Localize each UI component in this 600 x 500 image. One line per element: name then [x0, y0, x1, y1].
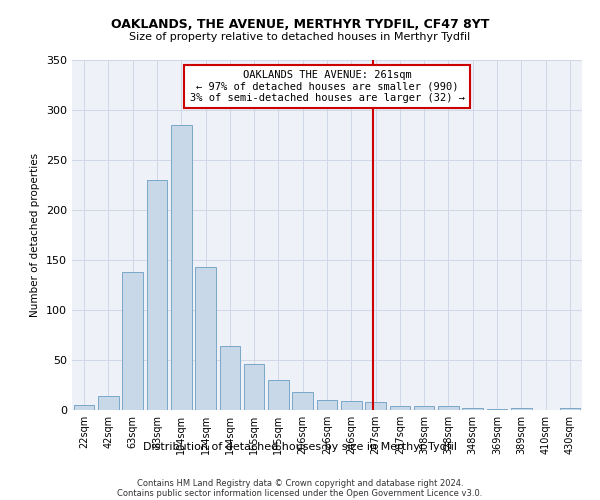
Bar: [463, 408, 483, 410]
Bar: [220, 346, 240, 410]
Y-axis label: Number of detached properties: Number of detached properties: [31, 153, 40, 317]
Text: Contains HM Land Registry data © Crown copyright and database right 2024.: Contains HM Land Registry data © Crown c…: [137, 478, 463, 488]
Bar: [292, 392, 313, 410]
Bar: [341, 401, 362, 410]
Text: OAKLANDS THE AVENUE: 261sqm
← 97% of detached houses are smaller (990)
3% of sem: OAKLANDS THE AVENUE: 261sqm ← 97% of det…: [190, 70, 464, 103]
Bar: [487, 409, 508, 410]
Bar: [146, 180, 167, 410]
Bar: [268, 380, 289, 410]
Text: Contains public sector information licensed under the Open Government Licence v3: Contains public sector information licen…: [118, 488, 482, 498]
Bar: [438, 406, 459, 410]
Text: Size of property relative to detached houses in Merthyr Tydfil: Size of property relative to detached ho…: [130, 32, 470, 42]
Bar: [74, 405, 94, 410]
Bar: [414, 406, 434, 410]
Text: Distribution of detached houses by size in Merthyr Tydfil: Distribution of detached houses by size …: [143, 442, 457, 452]
Bar: [317, 400, 337, 410]
Bar: [511, 408, 532, 410]
Bar: [560, 408, 580, 410]
Bar: [389, 406, 410, 410]
Bar: [171, 125, 191, 410]
Bar: [244, 364, 265, 410]
Bar: [98, 396, 119, 410]
Text: OAKLANDS, THE AVENUE, MERTHYR TYDFIL, CF47 8YT: OAKLANDS, THE AVENUE, MERTHYR TYDFIL, CF…: [111, 18, 489, 30]
Bar: [122, 272, 143, 410]
Bar: [195, 267, 216, 410]
Bar: [365, 402, 386, 410]
